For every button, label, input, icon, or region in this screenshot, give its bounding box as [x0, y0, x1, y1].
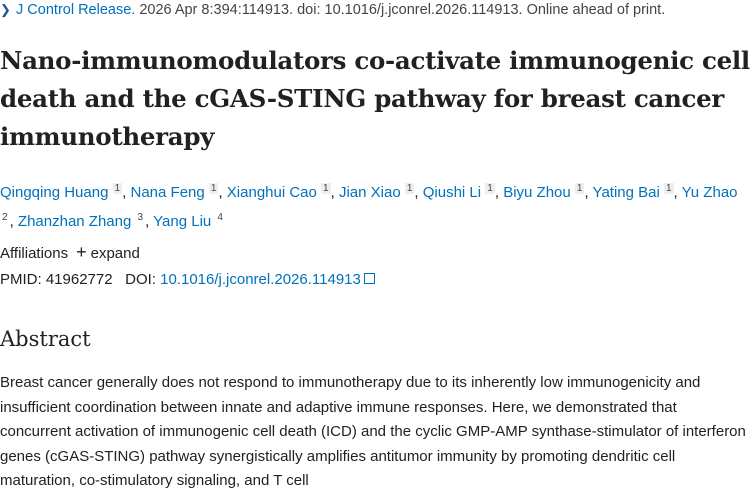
external-link-icon[interactable] [363, 273, 375, 284]
author-link[interactable]: Qingqing Huang [0, 184, 109, 201]
author-item: Qingqing Huang 1, [0, 183, 131, 201]
author-item: Jian Xiao 1, [338, 183, 423, 201]
author-item: Xianghui Cao 1, [226, 183, 339, 201]
abstract-heading: Abstract [0, 327, 91, 351]
affiliation-ref[interactable]: 1 [574, 183, 585, 194]
author-item: Yating Bai 1, [592, 183, 682, 201]
author-item: Zhanzhan Zhang 3, [17, 212, 154, 230]
author-link[interactable]: Nana Feng [130, 184, 205, 201]
author-item: Biyu Zhou 1, [503, 183, 593, 201]
affiliation-ref[interactable]: 4 [217, 212, 223, 223]
affiliations-label: Affiliations [0, 245, 69, 262]
pmid-value: 41962772 [45, 271, 113, 288]
affiliation-ref[interactable]: 1 [404, 183, 415, 194]
author-list: Qingqing Huang 1, Nana Feng 1, Xianghui … [0, 176, 750, 234]
author-link[interactable]: Biyu Zhou [503, 184, 571, 201]
author-item: Nana Feng 1, [130, 183, 227, 201]
affiliation-ref[interactable]: 1 [321, 183, 331, 194]
author-link[interactable]: Jian Xiao [338, 184, 401, 201]
abstract-text: Breast cancer generally does not respond… [0, 374, 746, 490]
plus-icon: + [76, 242, 87, 262]
article-title: Nano-immunomodulators co-activate immuno… [0, 46, 750, 151]
affiliation-ref[interactable]: 1 [663, 183, 674, 194]
expand-toggle[interactable]: + expand [68, 242, 140, 262]
author-link[interactable]: Xianghui Cao [226, 184, 317, 201]
affiliation-ref[interactable]: 3 [137, 212, 144, 223]
citation: ❯ J Control Release. 2026 Apr 8:394:1149… [0, 2, 665, 18]
journal-link[interactable]: J Control Release. [16, 2, 136, 18]
author-link[interactable]: Yating Bai [592, 184, 660, 201]
author-item: Yu Zhao 2, [2, 184, 738, 230]
affiliation-ref[interactable]: 1 [112, 183, 123, 194]
affiliation-ref[interactable]: 1 [485, 183, 495, 194]
affiliation-ref[interactable]: 1 [208, 183, 219, 194]
author-link[interactable]: Yang Liu [153, 213, 212, 230]
expand-label[interactable]: expand [90, 245, 140, 262]
author-item: Yang Liu 4 [153, 212, 225, 230]
citation-details: 2026 Apr 8:394:114913. doi: 10.1016/j.jc… [135, 2, 666, 18]
doi-link[interactable]: 10.1016/j.jconrel.2026.114913 [160, 271, 361, 288]
doi-label: DOI: [125, 271, 156, 288]
author-item: Qiushi Li 1, [422, 183, 504, 201]
identifiers: PMID: 41962772 DOI: 10.1016/j.jconrel.20… [0, 268, 375, 292]
pmid-label: PMID: [0, 271, 42, 288]
affiliation-ref[interactable]: 2 [2, 212, 8, 223]
affiliations: Affiliations + expand [0, 240, 140, 266]
author-link[interactable]: Yu Zhao [681, 184, 738, 201]
chevron-right-icon[interactable]: ❯ [0, 2, 11, 17]
author-link[interactable]: Qiushi Li [422, 184, 482, 201]
author-link[interactable]: Zhanzhan Zhang [17, 213, 132, 230]
